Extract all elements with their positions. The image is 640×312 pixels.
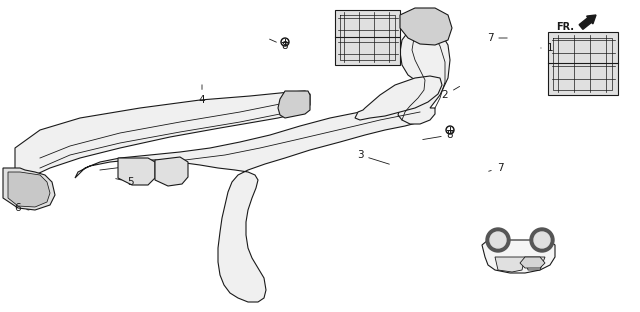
Text: 7: 7: [489, 163, 503, 173]
Polygon shape: [400, 8, 452, 45]
Polygon shape: [155, 157, 188, 186]
Polygon shape: [548, 32, 618, 95]
Text: 2: 2: [442, 86, 460, 100]
Polygon shape: [482, 240, 555, 273]
Polygon shape: [75, 106, 432, 302]
Text: 3: 3: [356, 150, 389, 164]
Text: 1: 1: [541, 43, 554, 53]
Text: 7: 7: [486, 33, 508, 43]
Text: 8: 8: [423, 130, 453, 140]
Circle shape: [486, 228, 510, 252]
FancyArrow shape: [579, 15, 596, 29]
Circle shape: [534, 232, 550, 248]
Polygon shape: [335, 10, 400, 65]
Text: 8: 8: [269, 39, 288, 51]
Circle shape: [282, 40, 287, 45]
Polygon shape: [3, 168, 55, 210]
Circle shape: [530, 228, 554, 252]
Text: 5: 5: [116, 177, 133, 187]
Circle shape: [490, 232, 506, 248]
Polygon shape: [278, 91, 310, 118]
Text: 6: 6: [15, 203, 29, 213]
Circle shape: [447, 128, 452, 133]
Polygon shape: [15, 91, 310, 175]
Polygon shape: [525, 257, 545, 270]
Polygon shape: [118, 158, 155, 185]
Text: 4: 4: [198, 85, 205, 105]
Polygon shape: [398, 28, 450, 124]
Text: FR.: FR.: [556, 22, 574, 32]
Polygon shape: [520, 257, 545, 268]
Polygon shape: [355, 76, 442, 120]
Circle shape: [446, 126, 454, 134]
Polygon shape: [8, 172, 50, 207]
Circle shape: [281, 38, 289, 46]
Polygon shape: [495, 257, 525, 272]
